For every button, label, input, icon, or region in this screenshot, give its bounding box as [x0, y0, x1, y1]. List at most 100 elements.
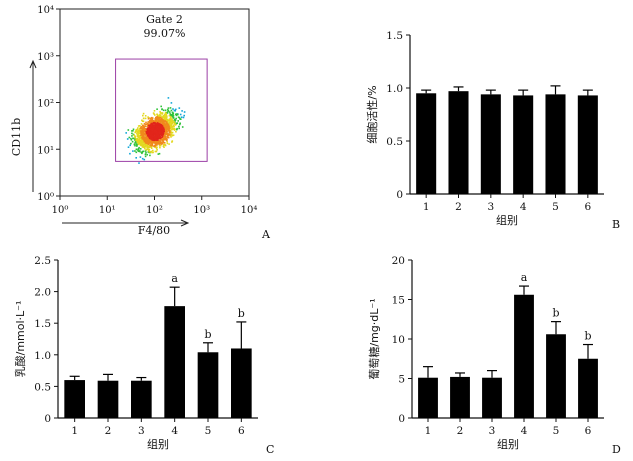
x-tick-label: 2 — [105, 425, 112, 437]
flow-event-dot — [169, 107, 172, 109]
flow-event-dot — [134, 131, 136, 134]
flow-event-dot — [169, 120, 171, 123]
flow-event-dot — [129, 144, 131, 147]
flow-event-dot — [159, 121, 162, 124]
flow-event-dot — [155, 147, 158, 150]
flow-event-dot — [149, 120, 152, 122]
flow-event-dot — [160, 118, 162, 121]
flow-event-dot — [128, 136, 131, 139]
flow-event-dot — [150, 125, 153, 128]
flow-event-dot — [131, 135, 133, 137]
y-axis-label: 葡萄糖/mg·dL⁻¹ — [367, 298, 381, 379]
flow-event-dot — [138, 130, 141, 132]
flow-event-dot — [161, 113, 163, 115]
flow-event-dot — [136, 131, 138, 134]
flow-event-dot — [169, 127, 172, 130]
flow-event-dot — [151, 151, 153, 154]
flow-event-dot — [164, 143, 166, 146]
flow-event-dot — [141, 120, 144, 122]
flow-event-dot — [139, 156, 142, 158]
flow-event-dot — [153, 145, 156, 148]
flow-event-dot — [162, 114, 165, 117]
y-tick-label: 0.5 — [34, 381, 51, 393]
bar — [513, 95, 534, 194]
flow-event-dot — [134, 150, 136, 152]
y-tick-label: 1.0 — [386, 83, 403, 95]
flow-event-dot — [139, 148, 142, 150]
flow-event-dot — [133, 137, 135, 140]
x-tick-label: 4 — [171, 425, 178, 437]
flow-event-dot — [163, 144, 165, 146]
flow-event-dot — [172, 124, 175, 126]
flow-event-dot — [141, 157, 144, 160]
bar — [577, 95, 598, 194]
flow-event-dot — [176, 128, 178, 131]
flow-event-dot — [173, 119, 176, 122]
flow-event-dot — [176, 122, 178, 125]
flow-event-dot — [152, 149, 154, 152]
flow-event-dot — [138, 137, 141, 140]
flow-event-dot — [155, 142, 158, 145]
flow-event-dot — [158, 132, 161, 135]
flow-event-dot — [127, 146, 130, 148]
flow-event-dot — [155, 143, 157, 146]
flow-event-dot — [142, 114, 144, 117]
flow-event-dot — [167, 125, 169, 128]
flow-event-dot — [159, 144, 162, 147]
flow-event-dot — [169, 115, 172, 117]
flow-x-tick-label: 10⁰ — [52, 205, 69, 216]
flow-event-dot — [166, 116, 168, 118]
flow-event-dot — [136, 133, 139, 136]
flow-event-dot — [137, 150, 140, 152]
flow-event-dot — [141, 132, 143, 134]
flow-event-dot — [171, 118, 173, 120]
flow-event-dot — [159, 140, 162, 143]
flow-x-axis-label: F4/80 — [138, 224, 170, 237]
flow-event-dot — [171, 134, 174, 137]
flow-event-dot — [156, 146, 158, 149]
x-tick-label: 2 — [457, 425, 464, 437]
flow-event-dot — [131, 132, 133, 135]
flow-event-dot — [143, 126, 145, 128]
significance-letter: a — [171, 272, 178, 285]
flow-event-dot — [145, 130, 148, 133]
flow-event-dot — [143, 136, 146, 138]
flow-event-dot — [164, 111, 167, 114]
flow-scatter-points — [125, 97, 186, 164]
flow-event-dot — [170, 136, 172, 138]
flow-event-dot — [144, 123, 146, 126]
flow-event-dot — [172, 127, 174, 130]
x-tick-label: 5 — [553, 425, 560, 437]
flow-event-dot — [152, 120, 155, 122]
flow-event-dot — [144, 143, 146, 146]
flow-event-dot — [156, 118, 158, 120]
flow-event-dot — [135, 157, 137, 159]
flow-event-dot — [161, 108, 163, 111]
flow-y-arrow-head — [29, 59, 37, 69]
panel-b-cell-viability: 0 0.5 1.0 1.5 1 2 3 4 5 6 组别 细胞活性/% — [365, 30, 604, 227]
flow-event-dot — [138, 162, 140, 164]
flow-event-dot — [154, 114, 156, 116]
flow-event-dot — [142, 150, 145, 153]
flow-event-dot — [151, 144, 154, 147]
flow-event-dot — [155, 141, 157, 144]
flow-event-dot — [139, 131, 141, 134]
flow-event-dot — [158, 117, 161, 120]
flow-event-dot — [143, 144, 145, 146]
flow-event-dot — [142, 112, 145, 115]
flow-event-dot — [141, 136, 143, 138]
flow-event-dot — [159, 146, 161, 149]
flow-event-dot — [145, 144, 147, 147]
flow-event-dot — [151, 117, 154, 119]
y-tick-label: 5 — [398, 374, 405, 386]
flow-event-dot — [171, 131, 174, 134]
flow-event-dot — [144, 150, 147, 152]
flow-event-dot — [160, 117, 163, 120]
flow-event-dot — [159, 121, 161, 124]
flow-y-tick-label: 10⁴ — [37, 5, 54, 16]
flow-event-dot — [139, 125, 141, 127]
flow-event-dot — [146, 148, 149, 150]
flow-event-dot — [166, 140, 168, 143]
flow-event-dot — [135, 130, 138, 132]
flow-event-dot — [148, 148, 151, 151]
